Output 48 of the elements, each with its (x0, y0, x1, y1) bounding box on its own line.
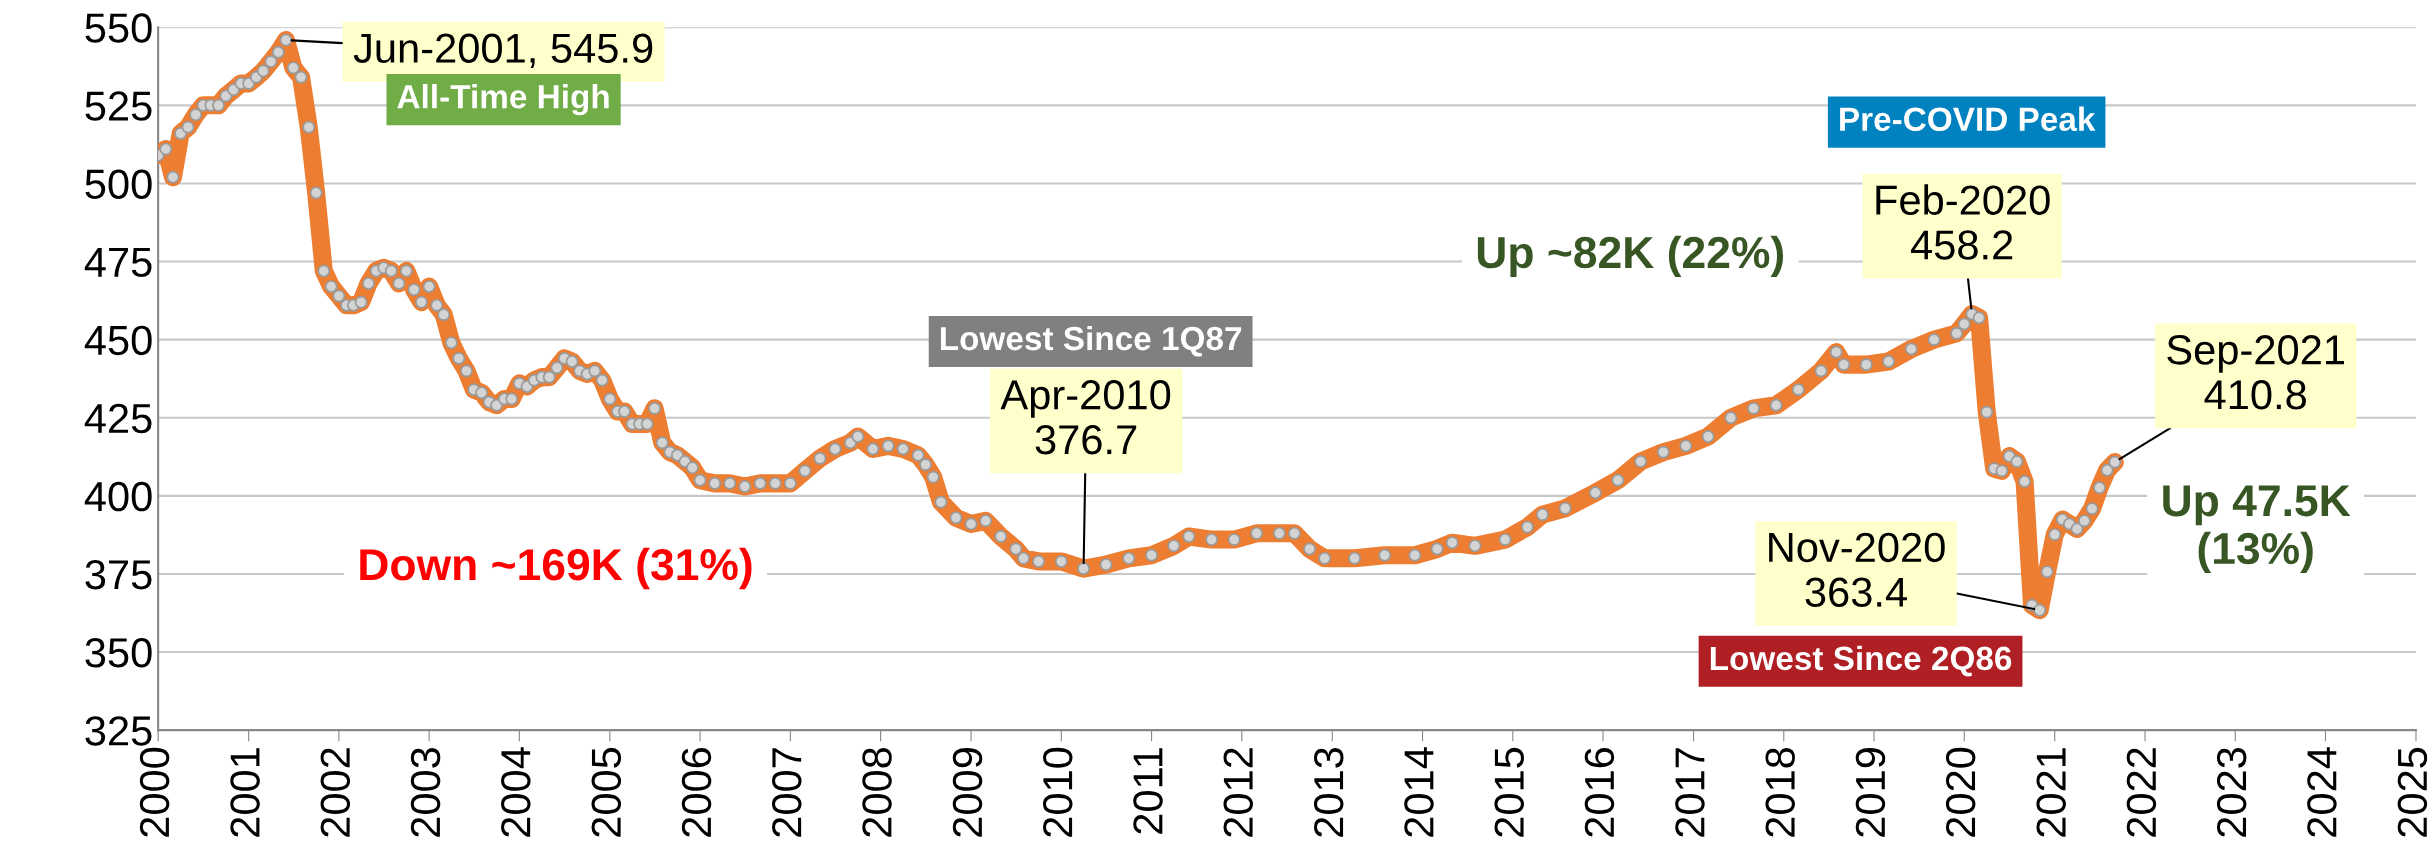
x-tick-label: 2018 (1765, 747, 1795, 837)
y-tick-label: 325 (85, 716, 152, 746)
annotation: Nov-2020 363.4 (1769, 532, 1945, 608)
x-tick-label: 2011 (1133, 748, 1163, 834)
x-tick-label: 2015 (1494, 747, 1524, 837)
annotation: Feb-2020 458.2 (1876, 184, 2050, 260)
y-tick-label: 350 (85, 638, 152, 668)
x-tick-label: 2012 (1223, 748, 1253, 837)
x-tick-label: 2005 (591, 747, 622, 837)
y-tick-label: 475 (84, 247, 152, 278)
annotation: Pre-COVID Peak (1840, 106, 2096, 132)
annotation: Up 47.5K (13%) (2163, 485, 2351, 574)
y-tick-label: 450 (84, 325, 152, 356)
y-tick-label: 550 (85, 13, 152, 43)
annotation: Lowest Since 1Q87 (940, 325, 1242, 357)
x-tick-label: 2000 (139, 747, 170, 837)
y-tick-label: 400 (84, 481, 152, 512)
annotation: Jun-2001, 545.9 (353, 33, 653, 68)
annotation: Up ~82K (22%) (1477, 235, 1784, 278)
annotation: All-Time High (397, 84, 609, 116)
x-tick-label: 2019 (1855, 748, 1886, 837)
y-tick-label: 375 (85, 559, 152, 590)
x-tick-label: 2016 (1584, 747, 1615, 837)
x-tick-label: 2023 (2216, 747, 2247, 837)
annotation: Sep-2021 410.8 (2167, 335, 2344, 410)
x-tick-label: 2017 (1675, 748, 1705, 837)
x-tick-label: 2009 (952, 748, 983, 837)
x-tick-label: 2003 (410, 747, 441, 837)
x-tick-label: 2024 (2307, 747, 2337, 837)
annotation: Lowest Since 2Q86 (1710, 645, 2012, 677)
y-tick-label: 425 (84, 403, 152, 434)
x-tick-label: 2006 (681, 747, 712, 837)
x-tick-label: 2008 (862, 747, 892, 837)
x-tick-label: 2014 (1404, 747, 1434, 837)
x-tick-label: 2022 (2126, 748, 2157, 837)
x-tick-label: 2002 (320, 748, 351, 837)
x-tick-label: 2013 (1313, 747, 1344, 837)
x-tick-label: 2020 (1945, 747, 1976, 837)
annotation: Apr-2010 376.7 (1000, 380, 1171, 455)
x-tick-label: 2007 (772, 748, 802, 837)
x-tick-label: 2001 (230, 748, 260, 837)
x-tick-label: 2025 (2397, 747, 2428, 837)
x-tick-label: 2010 (1043, 747, 1073, 837)
y-tick-label: 500 (85, 169, 152, 199)
annotation: Down ~169K (31%) (360, 547, 752, 590)
x-tick-label: 2004 (501, 747, 531, 837)
x-tick-label: 2021 (2036, 748, 2066, 837)
y-tick-label: 525 (85, 91, 152, 121)
